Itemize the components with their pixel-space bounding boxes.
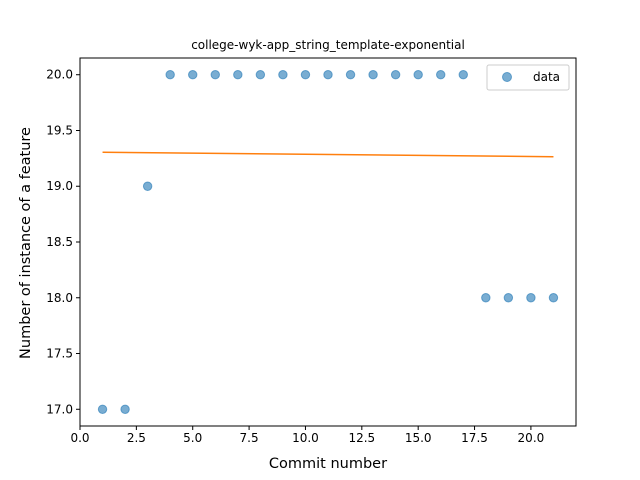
data-point [142, 181, 153, 191]
y-tick-label: 18.0 [46, 291, 73, 305]
x-axis-label: Commit number [269, 456, 387, 472]
legend-label-data: data [533, 70, 560, 84]
plot-area: 0.0 2.5 5.0 7.5 10.0 12.5 15.0 17.5 20.0 17.0 17.5… [46, 57, 577, 445]
data-point [503, 293, 514, 303]
data-point [97, 404, 108, 414]
y-tick-label: 19.5 [46, 123, 73, 137]
x-tick-label: 7.5 [240, 431, 259, 445]
chart-title: college-wyk-app_string_template-exponent… [191, 38, 465, 52]
x-tick-label: 5.0 [183, 431, 202, 445]
x-tick-label: 12.5 [348, 431, 375, 445]
x-tick-label: 10.0 [292, 431, 319, 445]
x-tick-label: 17.5 [461, 431, 488, 445]
data-point [390, 70, 401, 80]
x-tick-label: 0.0 [70, 431, 89, 445]
data-point [323, 70, 333, 80]
data-point [436, 70, 446, 80]
data-point [300, 70, 311, 80]
legend: data [486, 64, 570, 91]
y-axis-label: Number of instance of a feature [18, 127, 34, 359]
y-tick-label: 17.5 [46, 347, 73, 361]
y-tick-label: 20.0 [46, 68, 73, 82]
data-point [458, 70, 468, 80]
data-point [120, 404, 130, 414]
data-point [233, 70, 243, 80]
data-point [255, 70, 266, 80]
x-tick-label: 20.0 [518, 431, 545, 445]
legend-box [486, 64, 570, 91]
data-point [368, 70, 378, 80]
data-point [165, 70, 175, 80]
y-tick-label: 19.0 [46, 179, 73, 193]
data-point [413, 70, 423, 80]
data-point [548, 293, 559, 303]
data-point [210, 70, 220, 80]
data-point [278, 70, 288, 80]
legend-marker-data [502, 72, 512, 82]
x-tick-label: 15.0 [405, 431, 432, 445]
x-tick-label: 2.5 [127, 431, 146, 445]
data-point [345, 70, 356, 80]
data-point [526, 293, 536, 303]
trend-line [102, 151, 554, 158]
y-tick-label: 18.5 [46, 235, 73, 249]
y-tick-label: 17.0 [46, 402, 73, 416]
data-point [188, 70, 198, 80]
data-point [481, 293, 491, 303]
